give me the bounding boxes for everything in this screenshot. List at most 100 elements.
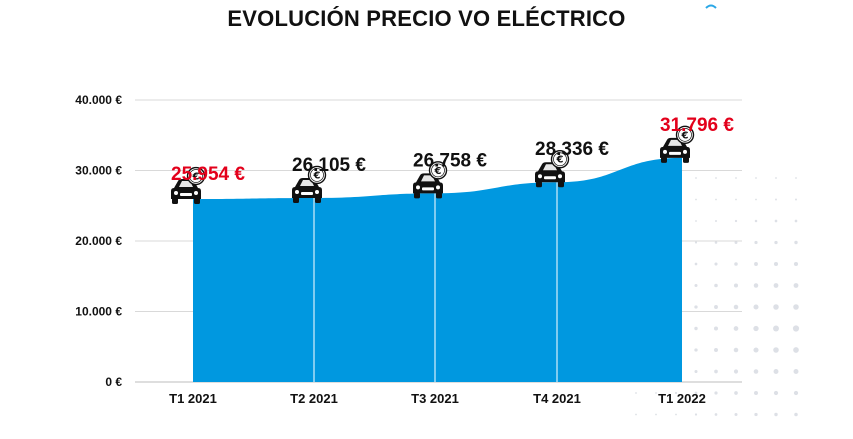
decorative-dot	[773, 325, 779, 332]
decorative-dot	[734, 241, 738, 244]
decorative-dot	[733, 347, 739, 353]
coin-rim	[186, 166, 206, 186]
decorative-dot	[635, 413, 637, 416]
car-wheel	[558, 181, 564, 188]
y-tick-label: 0 €	[105, 375, 122, 389]
coin-rim	[675, 125, 695, 145]
decorative-dot	[794, 412, 798, 417]
decorative-dot	[734, 391, 738, 395]
decorative-dot	[754, 412, 758, 417]
car-grille	[669, 151, 681, 155]
decorative-dot	[754, 219, 758, 223]
decorative-dot	[773, 390, 779, 396]
euro-symbol: €	[192, 172, 200, 183]
car-headlight	[538, 174, 542, 179]
x-tick-label: T3 2021	[411, 391, 459, 406]
decorative-dot	[714, 348, 718, 352]
car-euro-icon: €	[413, 161, 448, 199]
x-tick-label: T2 2021	[290, 391, 338, 406]
car-wheel	[414, 192, 420, 199]
decorative-dot	[754, 240, 758, 245]
chart-title: EVOLUCIÓN PRECIO VO ELÉCTRICO	[227, 6, 626, 31]
data-label: 26.105 €	[292, 155, 366, 176]
decorative-dot	[735, 198, 737, 201]
decorative-dot	[655, 413, 657, 416]
x-tick-label: T4 2021	[533, 391, 581, 406]
decorative-dot	[714, 241, 718, 244]
decorative-dot	[695, 177, 697, 179]
decorative-dot	[753, 369, 759, 374]
decorative-dot	[753, 325, 759, 332]
decorative-dot	[694, 369, 698, 374]
decorative-dot	[694, 391, 698, 395]
car-grille	[301, 191, 313, 195]
decorative-dot	[753, 304, 759, 310]
decorative-dot	[714, 413, 718, 416]
car-headlight	[315, 189, 319, 194]
category-separators	[313, 182, 558, 382]
coin-inner-rim	[431, 163, 445, 178]
decorative-dot	[795, 198, 797, 201]
decorative-dot	[792, 325, 800, 332]
car-euro-icon: €	[171, 166, 206, 205]
decorative-dot	[773, 283, 779, 288]
coin-rim	[307, 165, 327, 185]
decorative-dot	[694, 305, 698, 309]
decorative-dot	[753, 283, 759, 288]
decorative-dot	[734, 262, 738, 266]
coin-inner-rim	[310, 168, 324, 182]
decorative-dot	[695, 220, 697, 222]
car-headlight	[558, 174, 562, 179]
decorative-dot	[773, 369, 779, 374]
decorative-dot	[774, 219, 778, 223]
decorative-dot	[715, 198, 717, 201]
decorative-dot	[755, 177, 757, 179]
decorative-dot	[733, 304, 739, 310]
car-markers: € € € € €	[171, 125, 695, 205]
decorative-dot	[714, 391, 718, 395]
decorative-dot	[794, 240, 798, 245]
decorative-dot	[714, 262, 718, 266]
decorative-dot	[694, 241, 698, 244]
decorative-dot	[735, 177, 737, 179]
decorative-dot	[773, 347, 779, 353]
decorative-dot	[754, 262, 758, 266]
decorative-dot	[795, 177, 797, 179]
x-tick-label: T1 2021	[169, 391, 217, 406]
decorative-dot	[695, 198, 697, 201]
decorative-dot	[715, 177, 717, 179]
decorative-dot	[733, 283, 739, 288]
decorative-dot	[694, 413, 698, 416]
decorative-dot	[773, 261, 779, 267]
decorative-dot	[793, 304, 799, 310]
data-label: 25.954 €	[171, 164, 245, 185]
car-headlight	[416, 185, 420, 190]
euro-coin-icon: €	[675, 125, 695, 145]
data-labels: 25.954 € 26.105 € 26.758 € 28.336 € 31.796 €	[171, 115, 734, 185]
car-wheel	[315, 196, 321, 203]
euro-coin-icon: €	[428, 161, 448, 180]
decorative-dot	[655, 392, 657, 394]
decorative-dot	[694, 262, 698, 266]
decorative-dot	[775, 198, 777, 201]
euro-coin-icon: €	[550, 150, 570, 169]
decorative-dot	[733, 326, 739, 331]
car-wheel	[683, 156, 689, 163]
y-tick-label: 20.000 €	[75, 234, 122, 248]
decorative-dot	[793, 390, 799, 396]
data-label: 28.336 €	[535, 139, 609, 160]
coin-inner-rim	[553, 152, 567, 167]
x-axis-tick-labels: T1 2021 T2 2021 T3 2021 T4 2021 T1 2022	[169, 391, 706, 406]
decorative-dot	[773, 304, 779, 310]
car-headlight	[436, 185, 440, 190]
euro-symbol: €	[681, 130, 689, 141]
decorative-dot	[793, 369, 799, 374]
car-wheel	[172, 198, 178, 205]
car-wheel	[536, 181, 542, 188]
data-label: 26.758 €	[413, 150, 487, 171]
decorative-dot	[753, 347, 759, 353]
decorative-dot	[734, 412, 738, 417]
car-headlight	[295, 189, 299, 194]
coin-rim	[550, 150, 570, 169]
